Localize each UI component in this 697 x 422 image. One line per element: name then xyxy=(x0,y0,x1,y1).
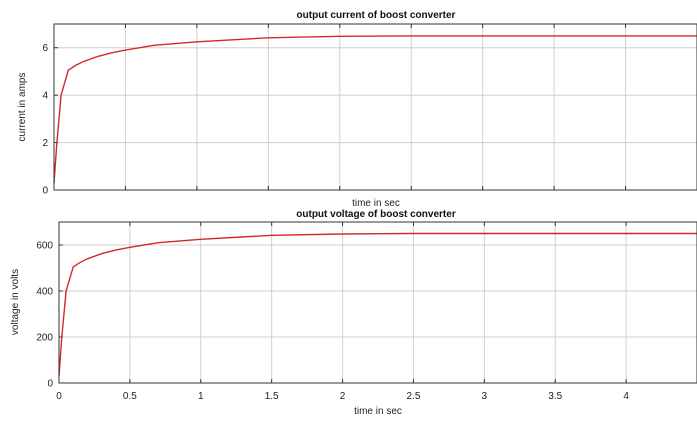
voltage-x-tick-label-0: 0 xyxy=(56,391,62,402)
current-series-line xyxy=(53,35,697,183)
voltage-plot-xlabel: time in sec xyxy=(354,406,402,417)
voltage-plot-y-tick-labels: 0 200 400 600 xyxy=(36,241,53,390)
voltage-x-tick-label-2: 1 xyxy=(198,391,204,402)
current-y-tick-label-3: 6 xyxy=(42,43,48,54)
voltage-plot-frame xyxy=(58,221,697,384)
voltage-y-tick-label-3: 600 xyxy=(36,241,53,252)
current-y-tick-label-1: 2 xyxy=(42,138,48,149)
voltage-plot-grid xyxy=(59,222,697,383)
current-plot-grid xyxy=(54,24,697,190)
current-plot-xlabel: time in sec xyxy=(352,198,400,209)
current-subplot: output current of boost converter 0 2 4 6 t… xyxy=(17,10,697,209)
voltage-y-tick-label-1: 200 xyxy=(36,333,53,344)
current-plot-y-tick-labels: 0 2 4 6 xyxy=(42,43,48,196)
voltage-x-tick-label-6: 3 xyxy=(482,391,488,402)
voltage-x-tick-label-4: 2 xyxy=(340,391,346,402)
voltage-y-tick-label-2: 400 xyxy=(36,287,53,298)
current-y-tick-label-0: 0 xyxy=(42,186,48,197)
voltage-x-tick-label-3: 1.5 xyxy=(265,391,279,402)
voltage-x-tick-label-7: 3.5 xyxy=(548,391,562,402)
current-plot-title: output current of boost converter xyxy=(297,10,456,21)
voltage-plot-x-tick-labels: 0 0.5 1 1.5 2 2.5 3 3.5 4 xyxy=(56,391,629,402)
voltage-x-tick-label-8: 4 xyxy=(623,391,629,402)
current-plot-frame xyxy=(53,23,697,191)
voltage-series-line xyxy=(58,232,697,377)
voltage-plot-ylabel: voltage in volts xyxy=(10,269,21,335)
voltage-y-tick-label-0: 0 xyxy=(47,379,53,390)
voltage-plot-background xyxy=(59,222,697,383)
current-plot-ylabel: current in amps xyxy=(17,73,28,142)
current-y-tick-label-2: 4 xyxy=(42,91,48,102)
voltage-plot-title: output voltage of boost converter xyxy=(296,209,456,220)
voltage-x-tick-label-1: 0.5 xyxy=(123,391,137,402)
voltage-x-tick-label-5: 2.5 xyxy=(406,391,420,402)
voltage-subplot: output voltage of boost converter 0 0.5 1 1… xyxy=(10,209,697,417)
current-plot-background xyxy=(54,24,697,190)
